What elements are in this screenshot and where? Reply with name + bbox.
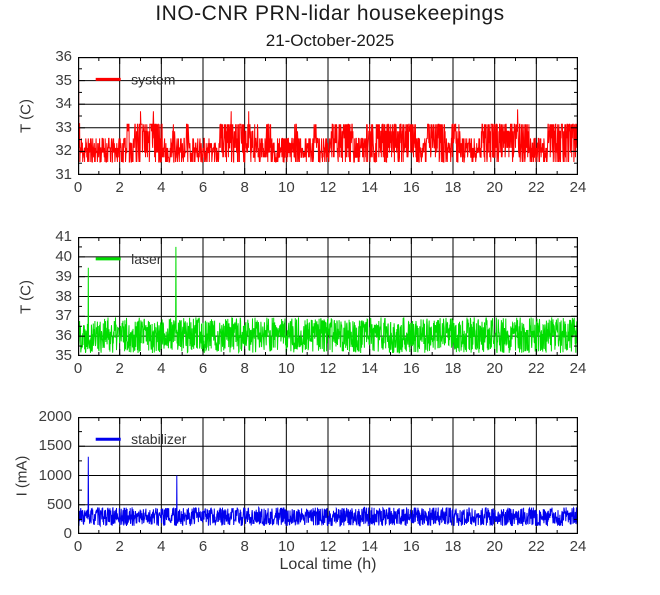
x-tick-label: 24 (569, 538, 587, 555)
figure-date-subtitle: 21-October-2025 (265, 31, 395, 50)
x-tick-label: 8 (240, 538, 249, 555)
legend-label-stabilizer: stabilizer (131, 431, 187, 447)
x-tick-label: 14 (361, 360, 378, 377)
x-tick-label: 14 (361, 179, 378, 196)
y-tick-label: 31 (55, 166, 72, 183)
y-axis-label-stabilizer: I (mA) (13, 455, 31, 496)
y-tick-label: 36 (55, 48, 72, 65)
y-tick-label: 35 (55, 71, 72, 89)
x-tick-label: 16 (402, 360, 420, 377)
figure-title: INO-CNR PRN-lidar housekeepings (155, 2, 505, 25)
x-tick-label: 12 (319, 360, 337, 377)
y-tick-label: 38 (55, 287, 72, 305)
x-axis-label: Local time (h) (279, 556, 377, 573)
y-tick-label: 34 (55, 95, 72, 113)
x-tick-label: 10 (277, 538, 295, 555)
x-tick-label: 16 (402, 538, 420, 555)
x-tick-label: 6 (198, 538, 208, 555)
y-tick-label: 1000 (38, 466, 72, 484)
x-tick-label: 2 (115, 360, 124, 377)
y-tick-label: 33 (55, 118, 72, 136)
x-tick-label: 6 (198, 360, 208, 377)
x-tick-label: 22 (527, 360, 545, 377)
y-tick-label: 35 (55, 347, 72, 364)
x-tick-label: 4 (157, 360, 166, 377)
x-tick-label: 0 (73, 179, 83, 196)
x-tick-label: 6 (198, 179, 208, 196)
x-tick-label: 12 (319, 179, 337, 196)
x-tick-label: 10 (277, 179, 295, 196)
x-tick-label: 16 (402, 179, 420, 196)
series-laser (78, 246, 578, 354)
y-tick-label: 40 (55, 247, 72, 265)
y-axis-label-system: T (C) (17, 99, 35, 133)
series-system (78, 74, 578, 163)
y-axis-label-laser: T (C) (17, 279, 35, 314)
x-tick-label: 24 (569, 360, 587, 377)
x-tick-label: 14 (361, 538, 378, 555)
x-tick-label: 18 (444, 179, 462, 196)
x-tick-label: 24 (569, 179, 587, 196)
x-tick-label: 0 (73, 360, 83, 377)
x-tick-label: 2 (115, 179, 124, 196)
legend-label-laser: laser (131, 251, 162, 267)
y-tick-label: 2000 (38, 408, 72, 425)
x-tick-label: 20 (486, 538, 503, 555)
y-tick-label: 32 (55, 142, 72, 160)
x-tick-label: 4 (157, 179, 166, 196)
plot-system: system (78, 57, 578, 175)
x-tick-label: 12 (319, 538, 337, 555)
y-tick-label: 37 (55, 307, 72, 325)
x-tick-label: 8 (240, 360, 249, 377)
y-tick-label: 1500 (38, 437, 72, 455)
x-tick-label: 8 (240, 179, 249, 196)
x-tick-label: 20 (486, 360, 503, 377)
plot-stabilizer: stabilizer (78, 417, 578, 534)
y-tick-label: 39 (55, 267, 72, 285)
series-stabilizer (78, 456, 578, 528)
plot-laser: laser (78, 237, 578, 356)
y-tick-label: 41 (55, 228, 72, 245)
x-tick-label: 2 (115, 538, 124, 555)
x-tick-label: 22 (527, 538, 545, 555)
x-tick-label: 4 (157, 538, 166, 555)
x-tick-label: 10 (277, 360, 295, 377)
x-tick-label: 18 (444, 538, 462, 555)
legend-label-system: system (131, 71, 175, 87)
x-tick-label: 18 (444, 360, 462, 377)
x-tick-label: 0 (73, 538, 83, 555)
y-tick-label: 0 (63, 525, 72, 542)
y-tick-label: 36 (55, 327, 72, 345)
x-tick-label: 20 (486, 179, 503, 196)
x-tick-label: 22 (527, 179, 545, 196)
y-tick-label: 500 (46, 495, 72, 513)
